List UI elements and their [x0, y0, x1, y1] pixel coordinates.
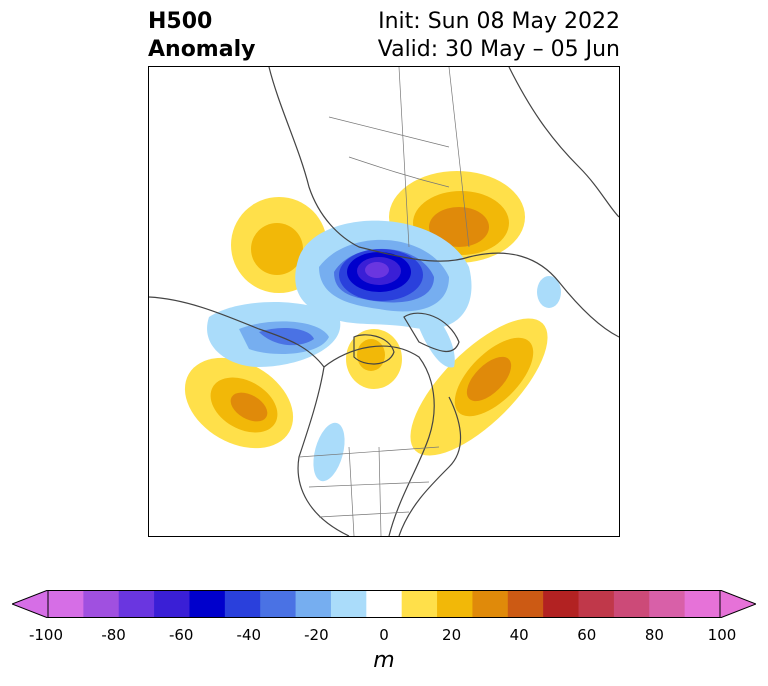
colorbar-tick-label: -100	[28, 626, 64, 644]
anomaly-pacific-core	[230, 392, 268, 422]
valid-range: Valid: 30 May – 05 Jun	[377, 37, 620, 62]
colorbar-tick-label: -60	[168, 626, 194, 644]
colorbar-segment	[295, 590, 332, 618]
east-coast	[398, 396, 462, 536]
colorbar-tick-label: -40	[236, 626, 262, 644]
colorbar-extend-max	[719, 589, 758, 619]
colorbar-segment	[260, 590, 297, 618]
init-date: Init: Sun 08 May 2022	[378, 9, 620, 34]
colorbar-segment	[472, 590, 509, 618]
eurasian-borders	[328, 67, 470, 248]
colorbar-segment	[83, 590, 120, 618]
colorbar-tick-label: 0	[379, 626, 389, 644]
title-field: Anomaly	[148, 37, 256, 62]
colorbar-segment	[154, 590, 190, 618]
colorbar-segment	[543, 590, 580, 618]
anomaly-atlantic-core	[466, 356, 512, 402]
anomaly-west-canada-core	[251, 223, 303, 275]
anomaly-map	[148, 66, 620, 537]
state-borders	[308, 446, 430, 536]
anomaly-siberia-core	[429, 207, 489, 247]
chart-title: H500 Anomaly	[148, 8, 255, 64]
colorbar-segment	[507, 590, 544, 618]
anomaly-arctic-core	[365, 262, 389, 278]
borders	[298, 67, 470, 536]
colorbar-svg	[10, 589, 758, 619]
eurasia-coast	[268, 67, 619, 338]
colorbar-units: m	[373, 648, 395, 673]
colorbar-tick-label: 80	[644, 626, 664, 644]
anomaly-alaska-core	[259, 327, 314, 346]
colorbar-segment	[366, 590, 403, 618]
colorbar-segment	[330, 590, 367, 618]
colorbar-segment	[401, 590, 438, 618]
colorbar-segment	[684, 590, 721, 618]
border-us-canada	[298, 446, 440, 458]
colorbar-segment	[48, 590, 84, 618]
colorbar-segment	[189, 590, 226, 618]
colorbar	[10, 589, 758, 619]
colorbar-border	[47, 590, 721, 618]
chart-dates: Init: Sun 08 May 2022 Valid: 30 May – 05…	[378, 8, 620, 64]
anomaly-east-asia	[537, 276, 561, 308]
anomaly-plains	[313, 422, 345, 482]
hudson-outline	[323, 345, 435, 536]
colorbar-tick-label: -80	[101, 626, 126, 644]
colorbar-segment	[613, 590, 650, 618]
greenland	[403, 312, 460, 352]
colorbar-tick-label: -20	[304, 626, 329, 644]
colorbar-segment	[437, 590, 473, 618]
map-svg	[149, 67, 619, 536]
colorbar-segment	[118, 590, 155, 618]
hudson-bay	[353, 334, 395, 365]
anomaly-hudson-core	[357, 339, 385, 371]
title-variable: H500	[148, 9, 213, 34]
anomaly-greenland-outer	[409, 297, 455, 368]
coastlines	[149, 67, 619, 536]
west-coast	[149, 296, 350, 536]
colorbar-tick-label: 40	[509, 626, 529, 644]
colorbar-segment	[578, 590, 615, 618]
colorbar-extend-min	[10, 589, 49, 619]
colorbar-tick-label: 20	[442, 626, 462, 644]
colorbar-tick-label: 60	[577, 626, 597, 644]
colorbar-tick-label: 100	[707, 626, 737, 644]
colorbar-segment	[224, 590, 261, 618]
colorbar-segment	[649, 590, 686, 618]
asia-coast	[508, 67, 619, 218]
